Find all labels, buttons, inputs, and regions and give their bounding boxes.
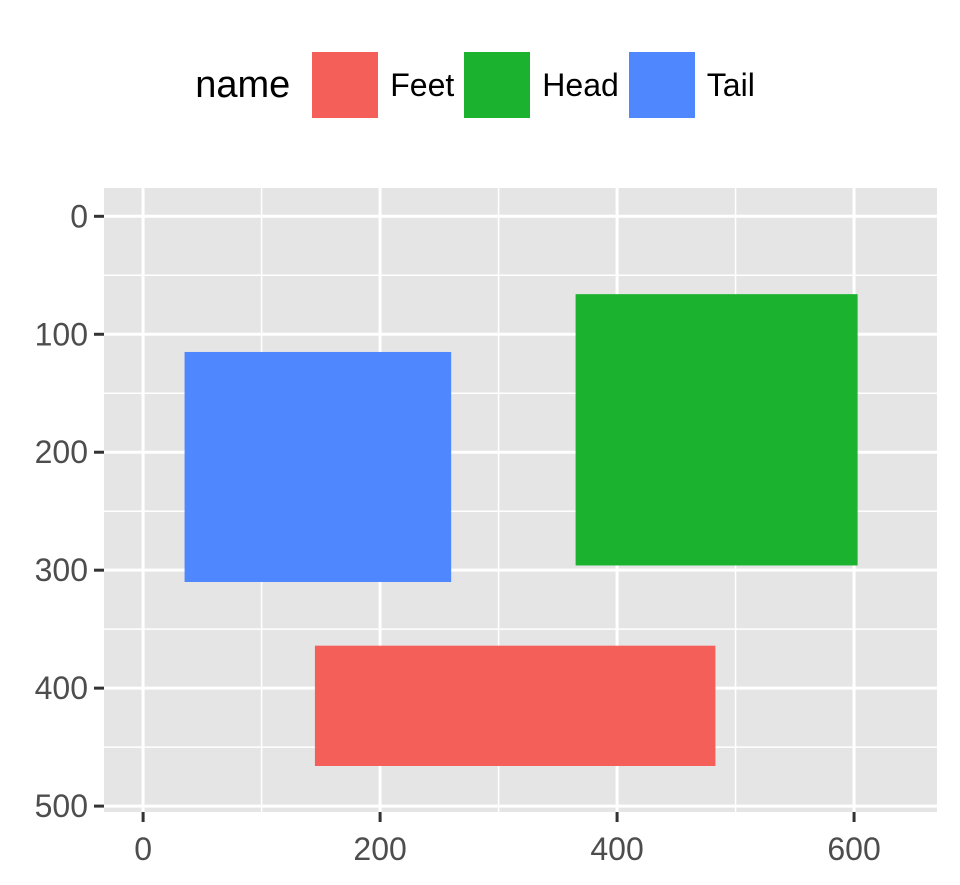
y-tick-label: 500 xyxy=(35,788,88,824)
legend-key-head xyxy=(464,52,531,118)
rect-feet xyxy=(314,645,716,766)
y-tick-label: 300 xyxy=(35,552,88,588)
x-tick-label: 0 xyxy=(134,831,152,867)
legend-key-feet xyxy=(312,52,379,118)
legend: name Feet Head Tail xyxy=(0,40,960,130)
rect-tail xyxy=(184,351,452,582)
rect-head xyxy=(575,294,858,566)
legend-item-feet: Feet xyxy=(312,52,454,118)
legend-item-head: Head xyxy=(464,52,619,118)
x-tick-label: 600 xyxy=(827,831,880,867)
legend-item-tail: Tail xyxy=(628,52,755,118)
x-tick-label: 400 xyxy=(590,831,643,867)
legend-label-feet: Feet xyxy=(390,66,455,103)
legend-key-tail xyxy=(628,52,695,118)
legend-title: name xyxy=(195,63,291,106)
y-tick-label: 400 xyxy=(35,670,88,706)
y-tick-label: 200 xyxy=(35,434,88,470)
legend-label-tail: Tail xyxy=(706,66,755,103)
x-tick-label: 200 xyxy=(353,831,406,867)
legend-label-head: Head xyxy=(542,66,619,103)
y-tick-label: 100 xyxy=(35,316,88,352)
y-tick-label: 0 xyxy=(70,198,88,234)
